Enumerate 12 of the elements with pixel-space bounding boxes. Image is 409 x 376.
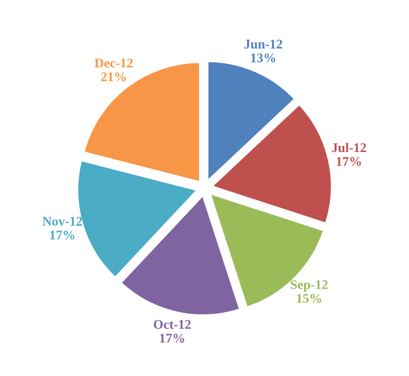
data-label: 13% [251, 53, 276, 62]
data-label: 21% [101, 72, 126, 82]
slice-label: Sep-12 [290, 280, 328, 292]
data-label: 15% [297, 294, 322, 303]
slice-label: Nov-12 [42, 216, 82, 226]
data-label: 17% [160, 334, 184, 343]
slice-label: Jul-12 [332, 142, 366, 152]
slice-label: Dec-12 [94, 58, 133, 68]
data-label: 17% [50, 230, 74, 240]
data-label: 17% [336, 157, 361, 166]
slice-label: Oct-12 [154, 320, 191, 329]
slice-label: Jun-12 [244, 40, 282, 49]
